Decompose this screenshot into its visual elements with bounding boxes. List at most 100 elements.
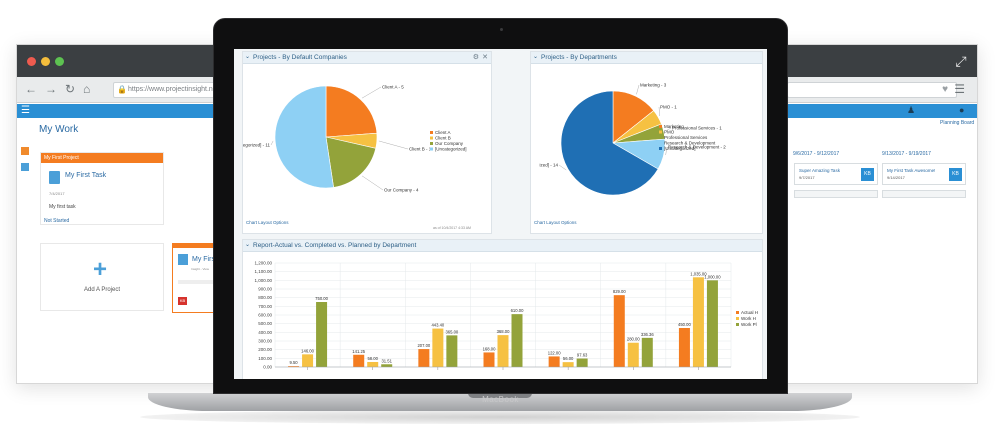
planning-board-link[interactable]: Planning Board xyxy=(940,120,975,126)
maximize-window-button[interactable] xyxy=(55,57,64,66)
bar-value-label: 829.00 xyxy=(613,289,626,294)
panel-header[interactable]: ⌄ Projects - By Departments xyxy=(531,52,762,64)
legend-label[interactable]: [Uncategorized] xyxy=(435,147,467,152)
bar[interactable] xyxy=(548,356,560,367)
chevron-down-icon[interactable]: ⌄ xyxy=(245,242,251,248)
home-icon[interactable]: ⌂ xyxy=(83,82,91,96)
panel-header[interactable]: ⌄ Report-Actual vs. Completed vs. Planne… xyxy=(243,240,762,252)
bar-value-label: 368.00 xyxy=(497,329,510,334)
pie-slice[interactable] xyxy=(325,136,377,188)
kanban-card[interactable]: Super Amazing Task 9/7/2017 KB xyxy=(794,163,878,185)
bar[interactable] xyxy=(432,328,444,367)
y-tick-label: 1,100.00 xyxy=(254,269,272,274)
pie-slice[interactable] xyxy=(560,90,659,196)
bar[interactable] xyxy=(613,295,625,367)
bar[interactable] xyxy=(483,352,495,367)
bar[interactable] xyxy=(627,342,639,367)
forward-arrow-icon[interactable]: → xyxy=(45,82,57,96)
y-tick-label: 700.00 xyxy=(258,304,272,309)
bar[interactable] xyxy=(316,302,328,367)
kanban-drop-zone[interactable] xyxy=(794,190,878,198)
legend-label[interactable]: [Uncategorized] xyxy=(664,146,696,151)
legend-label[interactable]: Marketing xyxy=(664,124,684,129)
legend-label[interactable]: Client B xyxy=(435,136,451,141)
expand-icon[interactable]: ⤢ xyxy=(955,53,967,69)
pie-leader-line xyxy=(361,175,384,191)
laptop-base xyxy=(148,393,852,411)
bar-value-label: 146.00 xyxy=(301,348,314,353)
back-arrow-icon[interactable]: ← xyxy=(25,82,37,96)
legend-label[interactable]: Work Pl xyxy=(741,322,757,327)
bar[interactable] xyxy=(418,349,430,367)
bar-value-label: 443.40 xyxy=(431,323,444,328)
bar[interactable] xyxy=(446,335,458,367)
address-bar-extension[interactable]: ♥ xyxy=(787,82,957,98)
legend-label[interactable]: Research & Development xyxy=(664,141,716,146)
bar[interactable] xyxy=(706,280,718,367)
legend-label[interactable]: Client A xyxy=(435,130,451,135)
y-tick-label: 100.00 xyxy=(258,356,272,361)
legend-swatch xyxy=(659,136,662,139)
week-label: 9/13/2017 - 9/19/2017 xyxy=(882,151,931,157)
bar[interactable] xyxy=(562,362,574,367)
y-tick-label: 800.00 xyxy=(258,295,272,300)
pie-chart-companies: Client A - 5 Client B - 1 Our Company - 4 t… xyxy=(243,85,467,193)
panel-header[interactable]: ⌄ Projects - By Default Companies ⚙ ✕ xyxy=(243,52,491,64)
kanban-card[interactable]: My First Task Awesome! 9/14/2017 KB xyxy=(882,163,966,185)
bar-value-label: 9.50 xyxy=(289,360,298,365)
pie-slice-label: Research & Development - 2 xyxy=(668,145,726,150)
chart-timestamp: as of 10/4/2017 4:33 AM xyxy=(433,226,471,230)
chart-layout-options-link[interactable]: Chart Layout Options xyxy=(246,220,289,225)
close-window-button[interactable] xyxy=(27,57,36,66)
minimize-window-button[interactable] xyxy=(41,57,50,66)
bar[interactable] xyxy=(692,277,704,367)
legend-swatch xyxy=(736,323,739,326)
help-icon[interactable]: ● xyxy=(959,105,965,115)
peek-card-subtitle: Insight - View xyxy=(191,267,209,271)
bar[interactable] xyxy=(678,328,690,367)
refresh-icon[interactable]: ↻ xyxy=(65,82,76,96)
close-icon[interactable]: ✕ xyxy=(482,54,488,61)
legend-label[interactable]: Professional Services xyxy=(664,135,708,140)
bar[interactable] xyxy=(497,335,509,367)
bar[interactable] xyxy=(641,337,653,367)
add-project-button[interactable]: + Add A Project xyxy=(40,243,164,311)
bar[interactable] xyxy=(511,314,523,367)
chart-layout-options-link[interactable]: Chart Layout Options xyxy=(534,220,577,225)
browser-menu-icon[interactable]: ☰ xyxy=(954,82,965,96)
heart-icon[interactable]: ♥ xyxy=(942,84,948,95)
pie-slice-label: Our Company - 4 xyxy=(384,188,419,193)
legend-label[interactable]: Our Company xyxy=(435,141,464,146)
pie-leader-line xyxy=(558,164,567,171)
gear-icon[interactable]: ⚙ xyxy=(472,54,479,61)
legend-swatch xyxy=(659,125,662,128)
legend-swatch xyxy=(736,311,739,314)
legend-label[interactable]: Work H xyxy=(741,316,756,321)
bar[interactable] xyxy=(288,366,300,367)
legend-label[interactable]: PMO xyxy=(664,130,675,135)
sidebar-grid-icon[interactable] xyxy=(21,163,29,171)
org-chart-icon[interactable]: ♟ xyxy=(907,105,916,115)
project-card[interactable]: My First Project My First Task 7/4/2017 … xyxy=(40,152,164,225)
bar[interactable] xyxy=(367,361,379,367)
pie-slice[interactable] xyxy=(325,85,378,138)
pie-slice[interactable] xyxy=(274,85,334,189)
bar-value-label: 207.00 xyxy=(417,343,430,348)
chevron-down-icon[interactable]: ⌄ xyxy=(245,54,251,60)
sidebar-projects-icon[interactable] xyxy=(21,147,29,155)
bar[interactable] xyxy=(353,354,365,367)
task-date: 7/4/2017 xyxy=(49,191,65,196)
task-title[interactable]: My First Task xyxy=(65,172,107,179)
task-status[interactable]: Not Started xyxy=(44,218,70,224)
bar[interactable] xyxy=(381,364,393,367)
kanban-drop-zone[interactable] xyxy=(882,190,966,198)
project-card-peek[interactable]: My First Insight - View KB xyxy=(172,243,217,313)
y-tick-label: 0.00 xyxy=(263,365,272,370)
bar[interactable] xyxy=(576,358,588,367)
chevron-down-icon[interactable]: ⌄ xyxy=(533,54,539,60)
bar[interactable] xyxy=(302,354,314,367)
legend-label[interactable]: Actual H xyxy=(741,310,758,315)
bar-value-label: 168.00 xyxy=(483,346,496,351)
hamburger-menu-icon[interactable]: ☰ xyxy=(21,105,30,116)
peek-card-accent xyxy=(173,244,215,248)
